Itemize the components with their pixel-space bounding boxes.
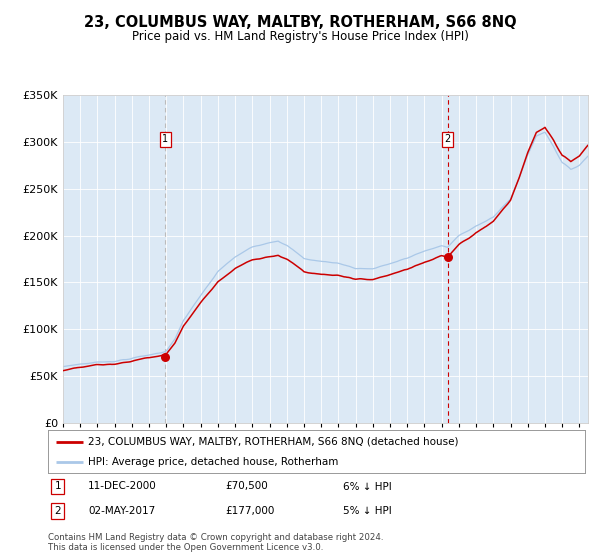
- Text: This data is licensed under the Open Government Licence v3.0.: This data is licensed under the Open Gov…: [48, 543, 323, 552]
- Text: Price paid vs. HM Land Registry's House Price Index (HPI): Price paid vs. HM Land Registry's House …: [131, 30, 469, 43]
- Text: 6% ↓ HPI: 6% ↓ HPI: [343, 482, 392, 492]
- Text: Contains HM Land Registry data © Crown copyright and database right 2024.: Contains HM Land Registry data © Crown c…: [48, 533, 383, 542]
- Text: 11-DEC-2000: 11-DEC-2000: [88, 482, 157, 492]
- Text: 5% ↓ HPI: 5% ↓ HPI: [343, 506, 392, 516]
- Text: 1: 1: [162, 134, 169, 144]
- Text: £70,500: £70,500: [225, 482, 268, 492]
- Text: £177,000: £177,000: [225, 506, 275, 516]
- Text: 1: 1: [55, 482, 61, 492]
- Text: 2: 2: [445, 134, 451, 144]
- Text: 02-MAY-2017: 02-MAY-2017: [88, 506, 155, 516]
- Text: 23, COLUMBUS WAY, MALTBY, ROTHERHAM, S66 8NQ (detached house): 23, COLUMBUS WAY, MALTBY, ROTHERHAM, S66…: [88, 437, 459, 447]
- Text: HPI: Average price, detached house, Rotherham: HPI: Average price, detached house, Roth…: [88, 456, 338, 466]
- Text: 2: 2: [55, 506, 61, 516]
- Text: 23, COLUMBUS WAY, MALTBY, ROTHERHAM, S66 8NQ: 23, COLUMBUS WAY, MALTBY, ROTHERHAM, S66…: [83, 15, 517, 30]
